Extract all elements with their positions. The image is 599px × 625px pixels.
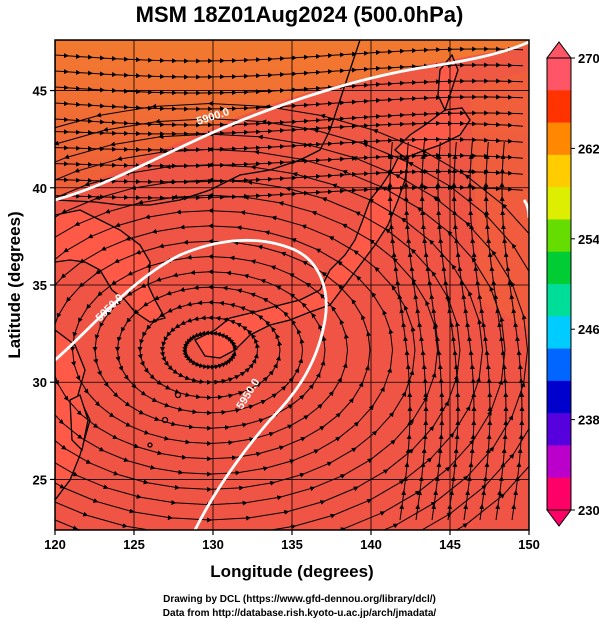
colorbar-bottom-arrow — [546, 509, 572, 527]
colorbar-segment-4 — [547, 187, 571, 220]
colorbar-label-0: 270 — [578, 51, 599, 66]
colorbar-segment-6 — [547, 251, 571, 285]
colorbar-segment-8 — [547, 316, 571, 350]
streamline-2 — [55, 78, 524, 96]
colorbar-label-2: 254 — [578, 232, 599, 247]
streamline-25 — [55, 101, 529, 530]
y-tick-label-3: 40 — [33, 181, 47, 196]
y-tick-label-0: 25 — [33, 472, 47, 487]
axes: 120 125 130 135 140 145 150 25 30 35 40 45 — [33, 84, 540, 552]
x-tick-label-3: 135 — [281, 537, 303, 552]
x-tick-label-5: 145 — [439, 537, 461, 552]
colorbar-segment-0 — [547, 58, 571, 91]
colorbar-segment-13 — [547, 477, 571, 511]
colorbar-segment-3 — [547, 154, 571, 188]
colorbar-segment-10 — [547, 380, 571, 414]
contour-5950-west — [55, 238, 328, 530]
x-tick-label-1: 125 — [123, 537, 145, 552]
x-axis-title: Longitude (degrees) — [210, 562, 373, 581]
colorbar: 270 262 254 246 238 230 — [546, 41, 599, 527]
credit-data: Data from http://database.rish.kyoto-u.a… — [162, 608, 437, 619]
colorbar-segment-7 — [547, 284, 571, 317]
colorbar-label-5: 230 — [578, 503, 599, 518]
y-tick-label-2: 35 — [33, 278, 47, 293]
y-tick-label-4: 45 — [33, 84, 47, 99]
colorbar-label-4: 238 — [578, 413, 599, 428]
x-tick-label-2: 130 — [202, 537, 224, 552]
x-tick-label-4: 140 — [360, 537, 382, 552]
wind-streamlines — [55, 46, 529, 530]
colorbar-segment-2 — [547, 122, 571, 156]
colorbar-segment-12 — [547, 445, 571, 479]
x-tick-label-0: 120 — [44, 537, 66, 552]
contour-5900 — [55, 40, 529, 202]
colorbar-segment-1 — [547, 90, 571, 124]
y-tick-label-1: 30 — [33, 375, 47, 390]
x-tick-label-6: 150 — [518, 537, 540, 552]
streamline-33 — [499, 141, 525, 521]
colorbar-top-arrow — [546, 41, 572, 59]
colorbar-segment-11 — [547, 413, 571, 446]
colorbar-segment-5 — [547, 219, 571, 253]
map-title: MSM 18Z01Aug2024 (500.0hPa) — [135, 2, 464, 27]
colorbar-segment-9 — [547, 348, 571, 382]
y-axis-title: Latitude (degrees) — [5, 211, 24, 358]
colorbar-label-3: 246 — [578, 322, 599, 337]
streamline-0 — [55, 46, 524, 64]
colorbar-label-1: 262 — [578, 141, 599, 156]
credit-drawing: Drawing by DCL (https://www.gfd-dennou.o… — [163, 594, 436, 605]
